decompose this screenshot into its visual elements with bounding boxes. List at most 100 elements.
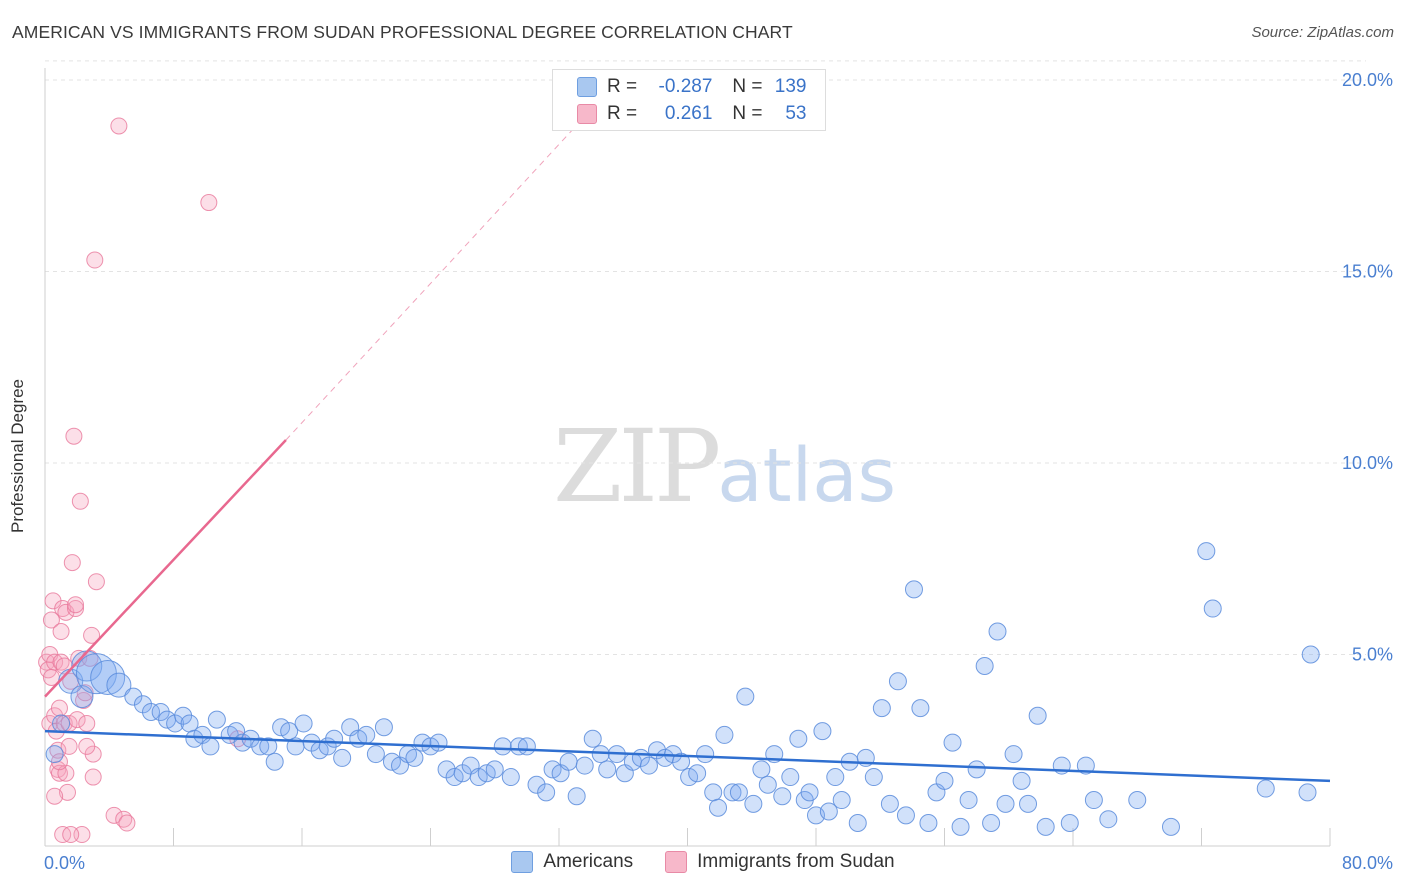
series-legend: Americans Immigrants from Sudan bbox=[0, 851, 1406, 873]
sudan-point bbox=[62, 672, 80, 690]
legend-r-americans: -0.287 bbox=[658, 76, 713, 97]
sudan-point bbox=[67, 600, 85, 618]
american-point bbox=[90, 659, 126, 695]
american-point bbox=[1256, 779, 1275, 798]
sudan-point bbox=[84, 768, 102, 786]
american-point bbox=[781, 768, 800, 787]
sudan-point bbox=[86, 251, 104, 269]
american-point bbox=[959, 791, 978, 810]
american-point bbox=[1036, 817, 1055, 836]
american-point bbox=[982, 814, 1001, 833]
series-americans bbox=[45, 542, 1320, 836]
american-point bbox=[943, 733, 962, 752]
american-point bbox=[567, 787, 586, 806]
american-point bbox=[752, 760, 771, 779]
american-point bbox=[1019, 794, 1038, 813]
series-sudan bbox=[38, 117, 247, 844]
y-axis-label: Professional Degree bbox=[8, 378, 27, 534]
sudan-point bbox=[42, 611, 60, 629]
american-point bbox=[201, 737, 220, 756]
legend-swatch-sudan bbox=[665, 851, 688, 873]
american-point bbox=[672, 752, 691, 771]
sudan-point bbox=[118, 814, 136, 832]
legend-n-label: N = bbox=[732, 103, 763, 124]
axes bbox=[44, 68, 1331, 847]
american-point bbox=[325, 729, 344, 748]
american-point bbox=[789, 729, 808, 748]
x-tick-label-min: 0.0% bbox=[44, 853, 85, 873]
legend-r-label: R = bbox=[607, 76, 638, 97]
american-point bbox=[709, 798, 728, 817]
sudan-point bbox=[67, 596, 85, 614]
american-point bbox=[896, 806, 915, 825]
american-point bbox=[813, 722, 832, 741]
american-point bbox=[996, 794, 1015, 813]
legend-r-sudan: 0.261 bbox=[664, 103, 713, 124]
american-point bbox=[773, 787, 792, 806]
sudan-point bbox=[65, 427, 83, 445]
y-tick-label: 10.0% bbox=[1342, 453, 1393, 473]
legend-label-americans: Americans bbox=[543, 851, 634, 872]
american-point bbox=[1004, 745, 1023, 764]
sudan-point bbox=[105, 806, 123, 824]
american-point bbox=[819, 802, 838, 821]
legend-swatch-americans bbox=[511, 851, 534, 873]
tick-labels: 5.0% 10.0% 15.0% 20.0% 0.0% 80.0% bbox=[44, 70, 1393, 873]
american-point bbox=[1012, 771, 1031, 790]
american-point bbox=[259, 737, 278, 756]
american-point bbox=[639, 756, 658, 775]
x-tick-label-max: 80.0% bbox=[1342, 853, 1393, 873]
american-point bbox=[559, 752, 578, 771]
y-tick-label: 20.0% bbox=[1342, 70, 1393, 90]
american-point bbox=[207, 710, 226, 729]
american-point bbox=[294, 714, 313, 733]
american-point bbox=[864, 768, 883, 787]
sudan-point bbox=[110, 117, 128, 135]
american-point bbox=[919, 814, 938, 833]
sudan-point bbox=[200, 194, 218, 212]
american-point bbox=[1099, 810, 1118, 829]
legend-n-americans: 139 bbox=[774, 76, 807, 97]
trend-extension-sudan bbox=[285, 117, 584, 441]
american-point bbox=[988, 622, 1007, 641]
chart-title: AMERICAN VS IMMIGRANTS FROM SUDAN PROFES… bbox=[12, 22, 793, 42]
american-point bbox=[265, 752, 284, 771]
american-point bbox=[45, 745, 64, 764]
american-point bbox=[598, 760, 617, 779]
legend-item-sudan[interactable]: Immigrants from Sudan bbox=[665, 851, 895, 873]
american-point bbox=[52, 714, 71, 733]
sudan-point bbox=[83, 626, 101, 644]
watermark-zip: ZIP bbox=[553, 408, 721, 525]
american-point bbox=[124, 687, 143, 706]
legend-row-sudan: R = 0.261 N = 53 bbox=[577, 102, 807, 126]
american-point bbox=[1084, 791, 1103, 810]
american-point bbox=[951, 817, 970, 836]
american-point bbox=[1161, 817, 1180, 836]
american-point bbox=[723, 783, 742, 802]
grid-lines bbox=[45, 60, 1366, 655]
sudan-point bbox=[87, 573, 105, 591]
american-point bbox=[366, 745, 385, 764]
watermark-atlas: atlas bbox=[717, 433, 897, 519]
legend-row-americans: R = -0.287 N = 139 bbox=[577, 75, 807, 99]
american-point bbox=[888, 672, 907, 691]
legend-swatch-americans bbox=[577, 77, 597, 97]
american-point bbox=[1076, 756, 1095, 775]
american-point bbox=[1301, 645, 1320, 664]
american-point bbox=[975, 656, 994, 675]
legend-n-label: N = bbox=[732, 76, 763, 97]
y-tick-label: 15.0% bbox=[1342, 262, 1393, 282]
american-point bbox=[736, 687, 755, 706]
trend-lines bbox=[44, 117, 1331, 783]
american-point bbox=[1203, 599, 1222, 618]
sudan-point bbox=[46, 787, 64, 805]
american-point bbox=[501, 768, 520, 787]
american-point bbox=[1028, 706, 1047, 725]
american-point bbox=[106, 672, 132, 698]
trend-line-americans bbox=[44, 729, 1331, 783]
sudan-point bbox=[58, 783, 76, 801]
legend-item-americans[interactable]: Americans bbox=[511, 851, 633, 873]
legend-label-sudan: Immigrants from Sudan bbox=[697, 851, 895, 872]
american-point bbox=[174, 706, 193, 725]
sudan-point bbox=[78, 737, 96, 755]
